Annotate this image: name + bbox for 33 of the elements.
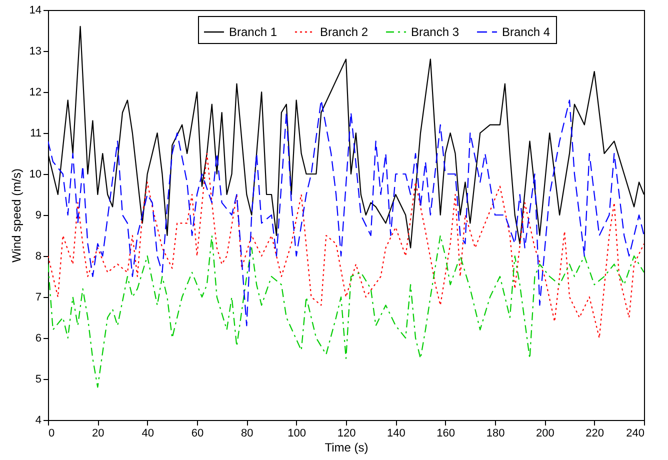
x-tick-label: 200 — [536, 428, 554, 440]
x-tick-label: 60 — [191, 428, 204, 440]
y-tick-label: 4 — [35, 414, 42, 426]
legend-label: Branch 4 — [502, 25, 550, 39]
x-axis-title: Time (s) — [324, 440, 368, 454]
y-tick-label: 8 — [35, 250, 42, 262]
y-tick-label: 12 — [29, 86, 42, 98]
x-tick-label: 120 — [337, 428, 356, 440]
x-tick-label: 160 — [436, 428, 456, 440]
x-tick-label: 220 — [586, 428, 604, 440]
legend-label: Branch 2 — [320, 25, 368, 39]
y-axis-title: Wind speed (m/s) — [9, 168, 24, 263]
line-series — [48, 100, 644, 326]
legend-label: Branch 1 — [229, 25, 278, 39]
y-tick-label: 5 — [35, 374, 42, 386]
x-tick-label: 140 — [386, 428, 406, 440]
x-tick-label: 80 — [241, 428, 254, 440]
y-tick-label: 9 — [35, 210, 42, 222]
line-series — [48, 234, 644, 388]
line-series — [48, 152, 644, 339]
y-tick-label: 6 — [35, 332, 42, 344]
x-tick-label: 40 — [142, 428, 154, 440]
x-tick-label: 240 — [626, 428, 644, 440]
y-tick-label: 14 — [29, 4, 42, 16]
y-tick-label: 13 — [29, 46, 42, 58]
y-tick-label: 7 — [35, 292, 42, 304]
legend-label: Branch 3 — [411, 25, 460, 39]
x-tick-label: 20 — [92, 428, 104, 440]
x-tick-label: 0 — [48, 428, 55, 440]
y-tick-label: 11 — [30, 128, 42, 140]
x-tick-label: 180 — [486, 428, 505, 440]
x-tick-label: 100 — [288, 428, 306, 440]
y-tick-label: 10 — [29, 168, 42, 180]
